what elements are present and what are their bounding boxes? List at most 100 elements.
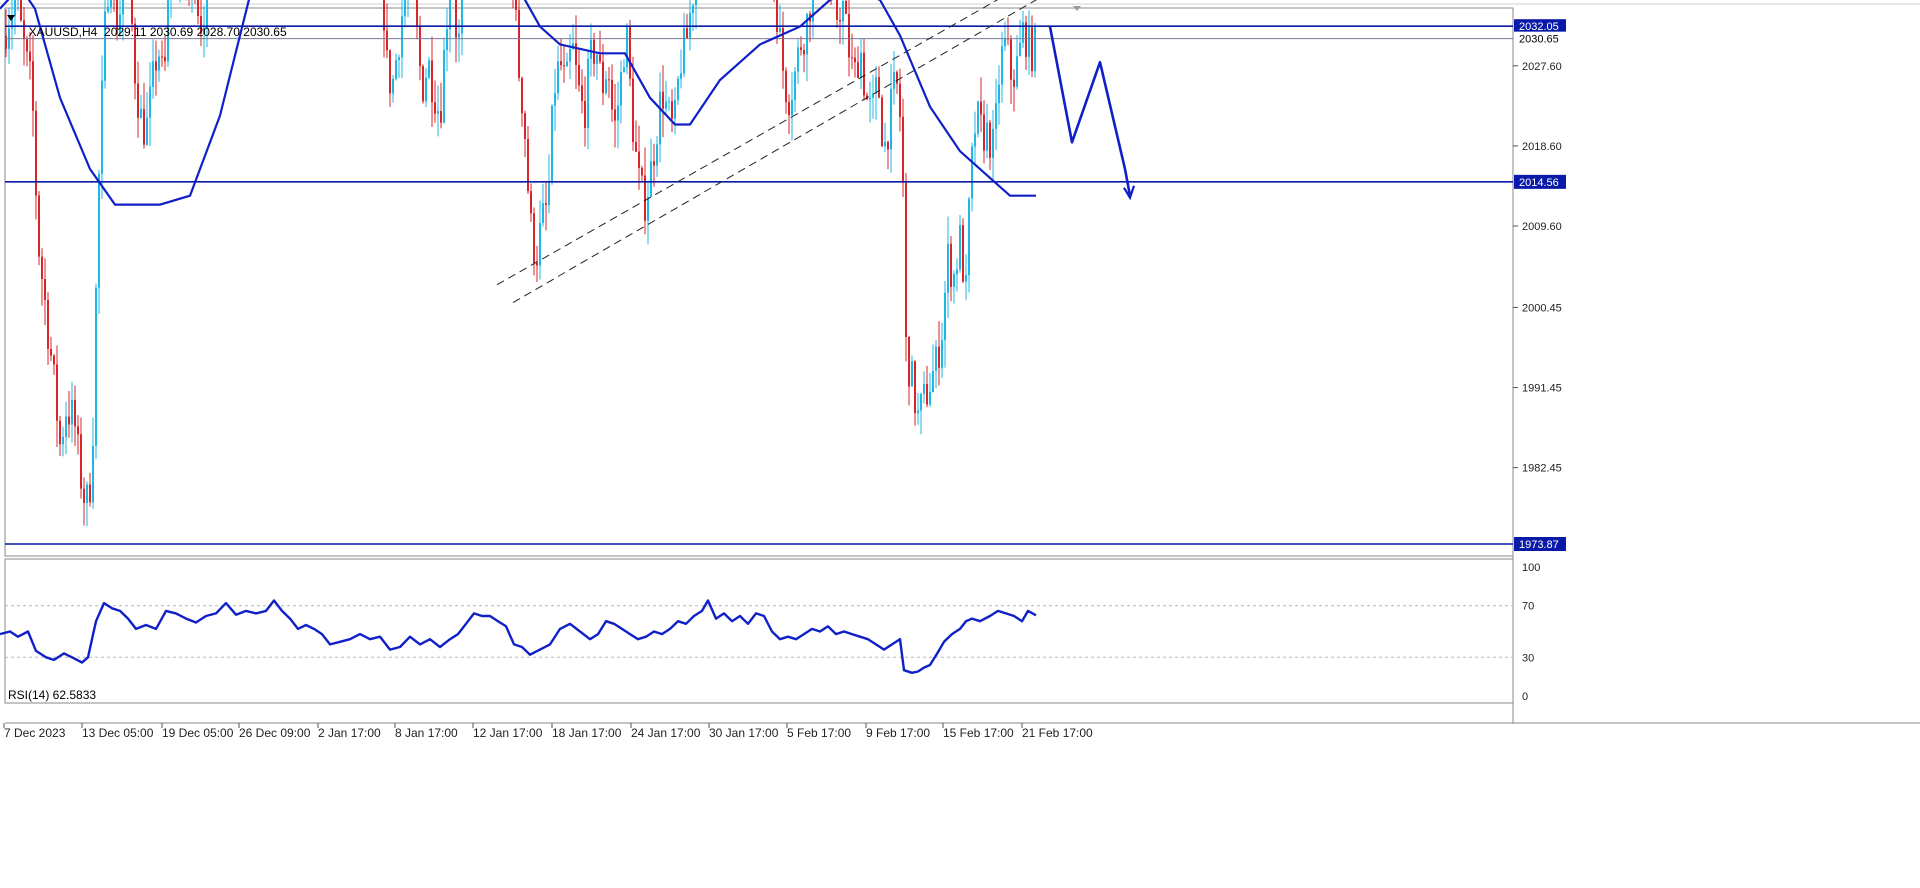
candle-bear bbox=[881, 97, 883, 147]
candle-bull bbox=[677, 78, 679, 100]
time-tick-label: 2 Jan 17:00 bbox=[318, 726, 381, 740]
candle-bear bbox=[950, 243, 952, 287]
candle-bull bbox=[11, 16, 13, 29]
candle-bull bbox=[542, 203, 544, 224]
candle-bear bbox=[575, 43, 577, 65]
candle-bear bbox=[908, 336, 910, 387]
candle-bull bbox=[152, 61, 154, 87]
price-tick-label: 2018.60 bbox=[1522, 141, 1562, 153]
candle-bear bbox=[878, 77, 880, 98]
candle-bull bbox=[917, 410, 919, 414]
candle-bear bbox=[578, 64, 580, 86]
time-tick-label: 5 Feb 17:00 bbox=[787, 726, 851, 740]
price-tick-label: 1982.45 bbox=[1522, 463, 1562, 475]
candle-bear bbox=[662, 91, 664, 109]
candle-bull bbox=[659, 91, 661, 145]
candle-bull bbox=[539, 223, 541, 266]
candle-bear bbox=[455, 0, 457, 38]
price-level-tag bbox=[1514, 174, 1566, 189]
candle-bull bbox=[992, 128, 994, 158]
candle-bear bbox=[632, 78, 634, 142]
candle-bull bbox=[875, 77, 877, 94]
candle-bear bbox=[5, 35, 7, 49]
candle-bear bbox=[863, 52, 865, 96]
price-level-label: 1973.87 bbox=[1519, 539, 1559, 551]
candle-bull bbox=[965, 275, 967, 282]
symbol-label: XAUUSD,H4 bbox=[28, 25, 98, 39]
candle-bull bbox=[65, 416, 67, 437]
candle-bear bbox=[533, 213, 535, 264]
candle-bear bbox=[854, 57, 856, 63]
collapse-arrow-icon[interactable] bbox=[7, 15, 15, 21]
candle-bull bbox=[1004, 38, 1006, 47]
candle-bear bbox=[857, 62, 859, 78]
time-tick-label: 26 Dec 09:00 bbox=[239, 726, 311, 740]
time-tick-label: 30 Jan 17:00 bbox=[709, 726, 779, 740]
candle-bull bbox=[461, 0, 463, 34]
candle-bear bbox=[38, 195, 40, 257]
candle-bear bbox=[521, 77, 523, 114]
time-tick-label: 13 Dec 05:00 bbox=[82, 726, 154, 740]
candle-bear bbox=[68, 416, 70, 425]
candle-bear bbox=[785, 70, 787, 103]
candle-bull bbox=[398, 57, 400, 61]
candle-bull bbox=[203, 27, 205, 34]
candle-bear bbox=[686, 28, 688, 38]
candle-bull bbox=[911, 361, 913, 387]
candle-bear bbox=[50, 348, 52, 356]
candle-bull bbox=[566, 61, 568, 67]
candle-bear bbox=[1013, 79, 1015, 87]
candle-bull bbox=[392, 78, 394, 94]
candle-bear bbox=[164, 56, 166, 62]
candle-bear bbox=[416, 0, 418, 27]
candle-bear bbox=[671, 101, 673, 119]
candle-bear bbox=[161, 56, 163, 58]
rsi-pane: 100 70 30 0 bbox=[0, 562, 1540, 703]
candle-bull bbox=[923, 383, 925, 394]
candle-bull bbox=[941, 340, 943, 368]
time-tick-label: 19 Dec 05:00 bbox=[162, 726, 234, 740]
rsi-tick-label: 70 bbox=[1522, 601, 1534, 613]
candle-bear bbox=[143, 109, 145, 145]
candle-bull bbox=[62, 436, 64, 445]
candle-bull bbox=[107, 6, 109, 12]
candle-bull bbox=[104, 11, 106, 81]
candle-bear bbox=[560, 61, 562, 66]
candle-bear bbox=[386, 30, 388, 51]
candle-bull bbox=[158, 56, 160, 71]
candle-bull bbox=[695, 0, 697, 6]
candle-bull bbox=[995, 103, 997, 129]
candles bbox=[5, 0, 1036, 527]
candle-bull bbox=[779, 28, 781, 33]
candle-bull bbox=[401, 16, 403, 58]
chart-title: XAUUSD,H4 2029.11 2030.69 2028.70 2030.6… bbox=[22, 11, 287, 39]
candle-bull bbox=[395, 60, 397, 79]
candle-bear bbox=[419, 26, 421, 67]
candle-bear bbox=[422, 66, 424, 102]
candle-bull bbox=[146, 117, 148, 145]
candle-bull bbox=[860, 52, 862, 78]
candle-bear bbox=[803, 49, 805, 55]
candle-bull bbox=[842, 1, 844, 22]
candle-bear bbox=[47, 299, 49, 349]
candle-bull bbox=[647, 196, 649, 221]
candle-bull bbox=[149, 86, 151, 118]
candle-bull bbox=[797, 47, 799, 72]
candle-bull bbox=[425, 77, 427, 102]
candle-bear bbox=[53, 355, 55, 365]
candle-bull bbox=[959, 225, 961, 270]
candle-bear bbox=[80, 434, 82, 489]
candle-bull bbox=[1034, 25, 1036, 72]
candle-bear bbox=[383, 0, 385, 31]
candle-bull bbox=[458, 33, 460, 38]
candle-bull bbox=[872, 93, 874, 98]
candle-bear bbox=[89, 484, 91, 503]
candle-bear bbox=[155, 61, 157, 71]
candle-bear bbox=[608, 79, 610, 81]
candle-bull bbox=[794, 71, 796, 100]
candle-bull bbox=[944, 292, 946, 341]
candle-bear bbox=[836, 0, 838, 20]
tab-scroll-icon[interactable] bbox=[1073, 6, 1081, 11]
candle-bear bbox=[197, 0, 199, 17]
candle-bull bbox=[443, 49, 445, 123]
